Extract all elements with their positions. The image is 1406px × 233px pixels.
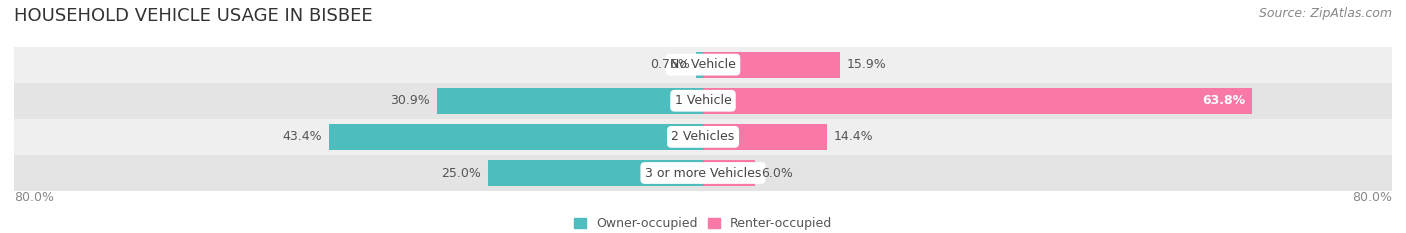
Bar [696,52,703,78]
Bar [437,88,703,114]
Text: 25.0%: 25.0% [441,167,481,179]
Bar [14,47,1392,83]
Bar [14,155,1392,191]
Bar [329,124,703,150]
Text: 2 Vehicles: 2 Vehicles [672,130,734,143]
Text: 80.0%: 80.0% [1353,191,1392,204]
Text: 30.9%: 30.9% [391,94,430,107]
Text: 6.0%: 6.0% [762,167,793,179]
Text: HOUSEHOLD VEHICLE USAGE IN BISBEE: HOUSEHOLD VEHICLE USAGE IN BISBEE [14,7,373,25]
Bar [703,160,755,186]
Bar [488,160,703,186]
Bar [703,52,839,78]
Text: 80.0%: 80.0% [14,191,53,204]
Text: 0.76%: 0.76% [650,58,689,71]
Text: 43.4%: 43.4% [283,130,322,143]
Bar [703,88,1253,114]
Text: 3 or more Vehicles: 3 or more Vehicles [645,167,761,179]
Text: 14.4%: 14.4% [834,130,873,143]
Bar [14,83,1392,119]
Bar [703,124,827,150]
Text: Source: ZipAtlas.com: Source: ZipAtlas.com [1258,7,1392,20]
Text: 1 Vehicle: 1 Vehicle [675,94,731,107]
Text: No Vehicle: No Vehicle [671,58,735,71]
Text: 15.9%: 15.9% [846,58,887,71]
Bar [14,119,1392,155]
Legend: Owner-occupied, Renter-occupied: Owner-occupied, Renter-occupied [568,212,838,233]
Text: 63.8%: 63.8% [1202,94,1246,107]
